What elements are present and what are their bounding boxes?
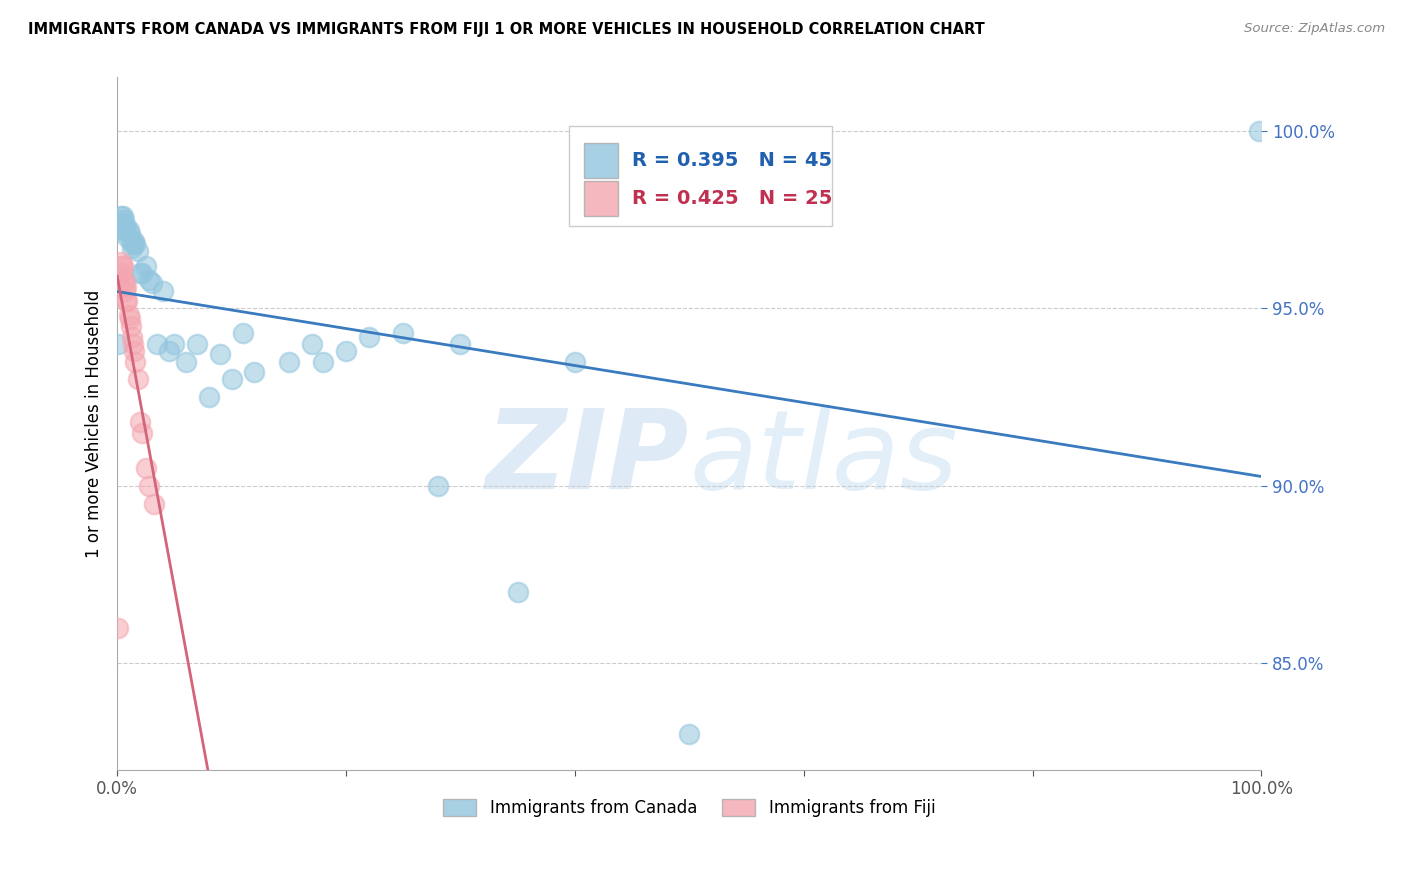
Point <box>115 280 138 294</box>
Point <box>124 354 146 368</box>
Point <box>112 273 135 287</box>
Text: Source: ZipAtlas.com: Source: ZipAtlas.com <box>1244 22 1385 36</box>
Point <box>127 372 149 386</box>
Point <box>157 343 180 358</box>
Point <box>221 372 243 386</box>
Point <box>114 277 136 291</box>
Text: R = 0.395   N = 45: R = 0.395 N = 45 <box>633 151 832 170</box>
Point <box>124 237 146 252</box>
Point <box>111 209 134 223</box>
Point <box>112 212 135 227</box>
Point <box>506 585 529 599</box>
Point <box>301 336 323 351</box>
Point <box>110 209 132 223</box>
Point <box>117 309 139 323</box>
Point <box>115 294 138 309</box>
Point <box>141 277 163 291</box>
FancyBboxPatch shape <box>569 126 832 227</box>
Point <box>564 354 586 368</box>
FancyBboxPatch shape <box>583 181 619 216</box>
Point <box>277 354 299 368</box>
Point <box>120 319 142 334</box>
Point <box>186 336 208 351</box>
Point <box>121 329 143 343</box>
Point <box>131 266 153 280</box>
Point <box>117 223 139 237</box>
Y-axis label: 1 or more Vehicles in Household: 1 or more Vehicles in Household <box>86 290 103 558</box>
Point <box>107 336 129 351</box>
Point <box>209 347 232 361</box>
Point <box>312 354 335 368</box>
Point <box>124 234 146 248</box>
Point <box>122 237 145 252</box>
Point <box>118 312 141 326</box>
Point <box>107 621 129 635</box>
Point <box>127 244 149 259</box>
Point <box>174 354 197 368</box>
Point <box>357 329 380 343</box>
Point <box>1247 124 1270 138</box>
Point <box>114 284 136 298</box>
Point <box>110 266 132 280</box>
Point <box>115 219 138 234</box>
Point <box>108 277 131 291</box>
Point <box>243 365 266 379</box>
Point <box>131 425 153 440</box>
Point <box>197 390 219 404</box>
Point <box>152 284 174 298</box>
Point <box>678 727 700 741</box>
Text: ZIP: ZIP <box>485 405 689 512</box>
Point <box>117 294 139 309</box>
Point <box>146 336 169 351</box>
Point <box>124 343 146 358</box>
Point <box>135 461 157 475</box>
Point <box>110 255 132 269</box>
Text: IMMIGRANTS FROM CANADA VS IMMIGRANTS FROM FIJI 1 OR MORE VEHICLES IN HOUSEHOLD C: IMMIGRANTS FROM CANADA VS IMMIGRANTS FRO… <box>28 22 984 37</box>
FancyBboxPatch shape <box>583 144 619 178</box>
Point <box>118 227 141 241</box>
Point <box>120 234 142 248</box>
Point <box>117 230 139 244</box>
Point <box>392 326 415 340</box>
Point <box>138 479 160 493</box>
Point <box>232 326 254 340</box>
Point <box>135 259 157 273</box>
Point <box>138 273 160 287</box>
Point <box>111 216 134 230</box>
Point <box>142 497 165 511</box>
Text: atlas: atlas <box>689 405 957 512</box>
Text: R = 0.425   N = 25: R = 0.425 N = 25 <box>633 189 832 208</box>
Point <box>111 259 134 273</box>
Point <box>335 343 357 358</box>
Point <box>122 336 145 351</box>
Point <box>426 479 449 493</box>
Point <box>111 259 134 273</box>
Point <box>163 336 186 351</box>
Point <box>129 266 152 280</box>
Legend: Immigrants from Canada, Immigrants from Fiji: Immigrants from Canada, Immigrants from … <box>436 792 942 824</box>
Point <box>108 223 131 237</box>
Point <box>129 415 152 429</box>
Point <box>449 336 471 351</box>
Point <box>114 223 136 237</box>
Point <box>121 241 143 255</box>
